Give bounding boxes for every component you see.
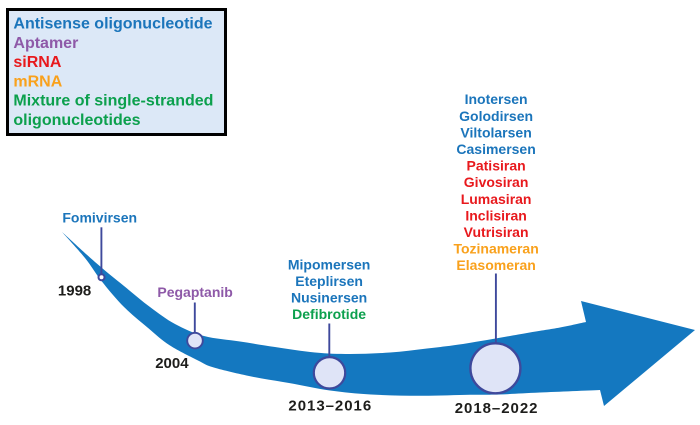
svg-text:Vutrisiran: Vutrisiran xyxy=(464,224,529,240)
svg-text:Fomivirsen: Fomivirsen xyxy=(62,209,137,225)
svg-text:Eteplirsen: Eteplirsen xyxy=(295,273,363,289)
svg-text:Lumasiran: Lumasiran xyxy=(461,191,532,207)
svg-text:Inclisiran: Inclisiran xyxy=(465,207,526,223)
svg-text:2004: 2004 xyxy=(155,355,189,372)
svg-text:2018–2022: 2018–2022 xyxy=(455,400,538,417)
svg-text:1998: 1998 xyxy=(58,283,91,300)
svg-text:siRNA: siRNA xyxy=(13,54,61,71)
svg-text:Aptamer: Aptamer xyxy=(13,35,78,52)
svg-text:Defibrotide: Defibrotide xyxy=(292,306,366,322)
svg-text:2013–2016: 2013–2016 xyxy=(288,398,371,415)
svg-text:Inotersen: Inotersen xyxy=(465,91,528,107)
svg-text:Golodirsen: Golodirsen xyxy=(459,108,533,124)
svg-text:Antisense oligonucleotide: Antisense oligonucleotide xyxy=(13,16,212,33)
svg-text:Patisiran: Patisiran xyxy=(467,158,526,174)
svg-text:Viltolarsen: Viltolarsen xyxy=(460,124,531,140)
svg-text:Mipomersen: Mipomersen xyxy=(288,257,370,273)
svg-text:Casimersen: Casimersen xyxy=(456,141,535,157)
svg-text:Tozinameran: Tozinameran xyxy=(453,241,538,257)
svg-text:Pegaptanib: Pegaptanib xyxy=(157,284,232,300)
svg-text:Givosiran: Givosiran xyxy=(464,174,529,190)
svg-text:Nusinersen: Nusinersen xyxy=(291,290,367,306)
svg-text:oligonucleotides: oligonucleotides xyxy=(13,112,140,129)
svg-text:mRNA: mRNA xyxy=(13,73,62,90)
svg-text:Mixture of single-stranded: Mixture of single-stranded xyxy=(13,93,213,110)
svg-text:Elasomeran: Elasomeran xyxy=(456,257,535,273)
